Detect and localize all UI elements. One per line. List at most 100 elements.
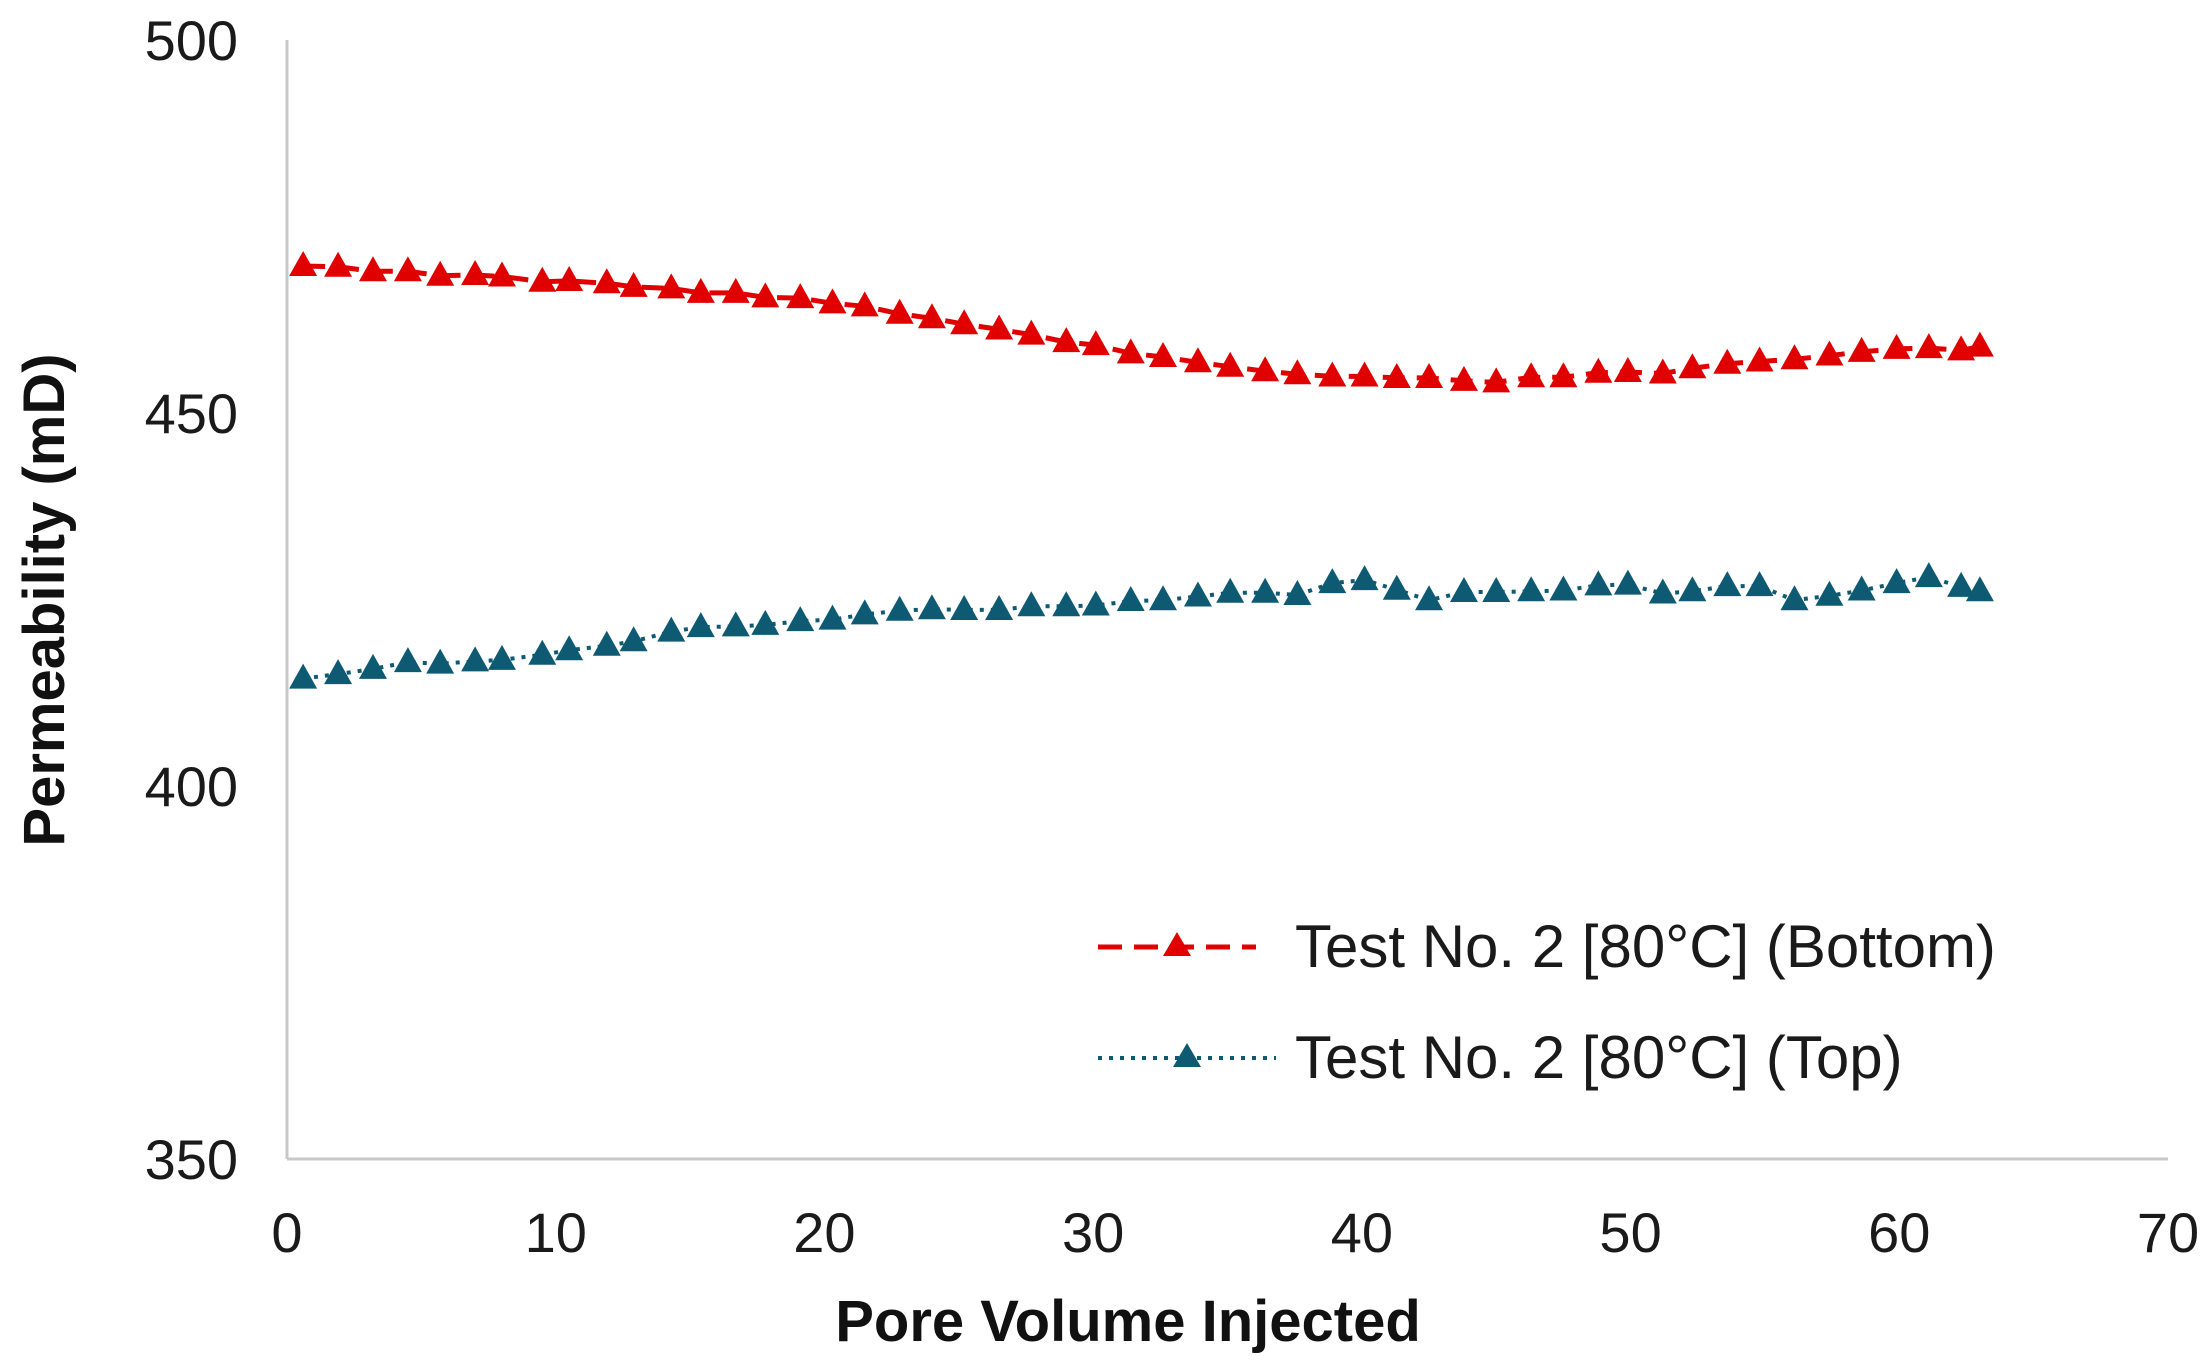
data-point-triangle bbox=[487, 644, 516, 670]
data-point-triangle bbox=[1017, 591, 1046, 617]
x-tick-label: 0 bbox=[271, 1201, 302, 1264]
data-point-triangle bbox=[985, 314, 1014, 340]
data-point-triangle bbox=[289, 663, 318, 689]
x-tick-label: 70 bbox=[2137, 1201, 2199, 1264]
data-point-triangle bbox=[1482, 367, 1511, 393]
data-point-triangle bbox=[917, 303, 946, 329]
data-point-triangle bbox=[289, 251, 318, 277]
series-top bbox=[289, 562, 1994, 689]
series-layer bbox=[289, 251, 1994, 689]
data-point-triangle bbox=[555, 635, 584, 661]
data-point-triangle bbox=[1914, 562, 1943, 588]
data-point-triangle bbox=[686, 277, 715, 303]
data-point-triangle bbox=[393, 256, 422, 282]
data-point-triangle bbox=[721, 611, 750, 637]
data-point-triangle bbox=[1415, 585, 1444, 611]
series-line bbox=[303, 263, 1981, 385]
data-point-triangle bbox=[1183, 581, 1212, 607]
data-point-triangle bbox=[592, 268, 621, 294]
data-point-triangle bbox=[751, 609, 780, 635]
data-point-triangle bbox=[1780, 585, 1809, 611]
data-point-triangle bbox=[619, 271, 648, 297]
y-tick-label: 500 bbox=[145, 9, 238, 72]
data-point-triangle bbox=[818, 604, 847, 630]
data-point-triangle bbox=[1382, 574, 1411, 600]
data-point-triangle bbox=[426, 648, 455, 674]
data-point-triangle bbox=[657, 273, 686, 299]
data-point-triangle bbox=[1116, 585, 1145, 611]
x-tick-label: 50 bbox=[1599, 1201, 1661, 1264]
x-tick-label: 20 bbox=[793, 1201, 855, 1264]
y-tick-label: 400 bbox=[145, 755, 238, 818]
data-point-triangle bbox=[1678, 576, 1707, 602]
data-point-triangle bbox=[1947, 571, 1976, 597]
data-point-triangle bbox=[1517, 362, 1546, 388]
y-tick-label: 350 bbox=[145, 1128, 238, 1191]
data-point-triangle bbox=[850, 291, 879, 317]
data-point-triangle bbox=[1350, 565, 1379, 591]
x-tick-label: 10 bbox=[525, 1201, 587, 1264]
legend: Test No. 2 [80°C] (Bottom) Test No. 2 [8… bbox=[1098, 913, 1996, 1091]
legend-marker-triangle-icon bbox=[1163, 932, 1191, 956]
data-point-triangle bbox=[1415, 362, 1444, 388]
data-point-triangle bbox=[885, 298, 914, 324]
data-point-triangle bbox=[885, 595, 914, 621]
data-point-triangle bbox=[324, 251, 353, 277]
data-point-triangle bbox=[686, 612, 715, 638]
data-point-triangle bbox=[1251, 356, 1280, 382]
data-point-triangle bbox=[1678, 353, 1707, 379]
data-point-triangle bbox=[1081, 330, 1110, 356]
data-point-triangle bbox=[358, 256, 387, 282]
x-tick-label: 60 bbox=[1868, 1201, 1930, 1264]
data-point-triangle bbox=[657, 616, 686, 642]
legend-label-bottom: Test No. 2 [80°C] (Bottom) bbox=[1295, 913, 1996, 980]
data-point-triangle bbox=[1449, 577, 1478, 603]
data-point-triangle bbox=[528, 639, 557, 665]
data-point-triangle bbox=[1318, 568, 1347, 594]
data-point-triangle bbox=[1517, 576, 1546, 602]
data-point-triangle bbox=[850, 599, 879, 625]
y-tick-labels: 350 400 450 500 bbox=[145, 9, 238, 1191]
data-point-triangle bbox=[1914, 333, 1943, 359]
data-point-triangle bbox=[751, 282, 780, 308]
data-point-triangle bbox=[1183, 347, 1212, 373]
data-point-triangle bbox=[1815, 580, 1844, 606]
data-point-triangle bbox=[950, 594, 979, 620]
data-point-triangle bbox=[950, 309, 979, 335]
data-point-triangle bbox=[1283, 359, 1312, 385]
series-bottom bbox=[289, 251, 1994, 393]
data-point-triangle bbox=[1584, 570, 1613, 596]
data-point-triangle bbox=[1882, 568, 1911, 594]
data-point-triangle bbox=[1815, 340, 1844, 366]
data-point-triangle bbox=[461, 259, 490, 285]
data-point-triangle bbox=[1149, 585, 1178, 611]
data-point-triangle bbox=[1648, 578, 1677, 604]
data-point-triangle bbox=[1052, 591, 1081, 617]
data-point-triangle bbox=[1745, 571, 1774, 597]
data-point-triangle bbox=[1081, 590, 1110, 616]
data-point-triangle bbox=[487, 261, 516, 287]
x-tick-label: 40 bbox=[1331, 1201, 1393, 1264]
data-point-triangle bbox=[1965, 331, 1994, 357]
data-point-triangle bbox=[528, 266, 557, 292]
data-point-triangle bbox=[1780, 344, 1809, 370]
data-point-triangle bbox=[1052, 327, 1081, 353]
legend-marker-triangle-icon bbox=[1173, 1043, 1201, 1067]
x-axis-title: Pore Volume Injected bbox=[835, 1289, 1421, 1354]
data-point-triangle bbox=[1318, 361, 1347, 387]
data-point-triangle bbox=[1116, 338, 1145, 364]
x-tick-labels: 0 10 20 30 40 50 60 70 bbox=[271, 1201, 2199, 1264]
data-point-triangle bbox=[1283, 580, 1312, 606]
data-point-triangle bbox=[1216, 577, 1245, 603]
legend-entry-top: Test No. 2 [80°C] (Top) bbox=[1098, 1024, 1903, 1091]
data-point-triangle bbox=[1017, 319, 1046, 345]
data-point-triangle bbox=[1713, 571, 1742, 597]
data-point-triangle bbox=[721, 277, 750, 303]
y-tick-label: 450 bbox=[145, 382, 238, 445]
data-point-triangle bbox=[1847, 575, 1876, 601]
data-point-triangle bbox=[917, 594, 946, 620]
data-point-triangle bbox=[426, 260, 455, 286]
data-point-triangle bbox=[1382, 362, 1411, 388]
data-point-triangle bbox=[985, 594, 1014, 620]
data-point-triangle bbox=[1648, 358, 1677, 384]
